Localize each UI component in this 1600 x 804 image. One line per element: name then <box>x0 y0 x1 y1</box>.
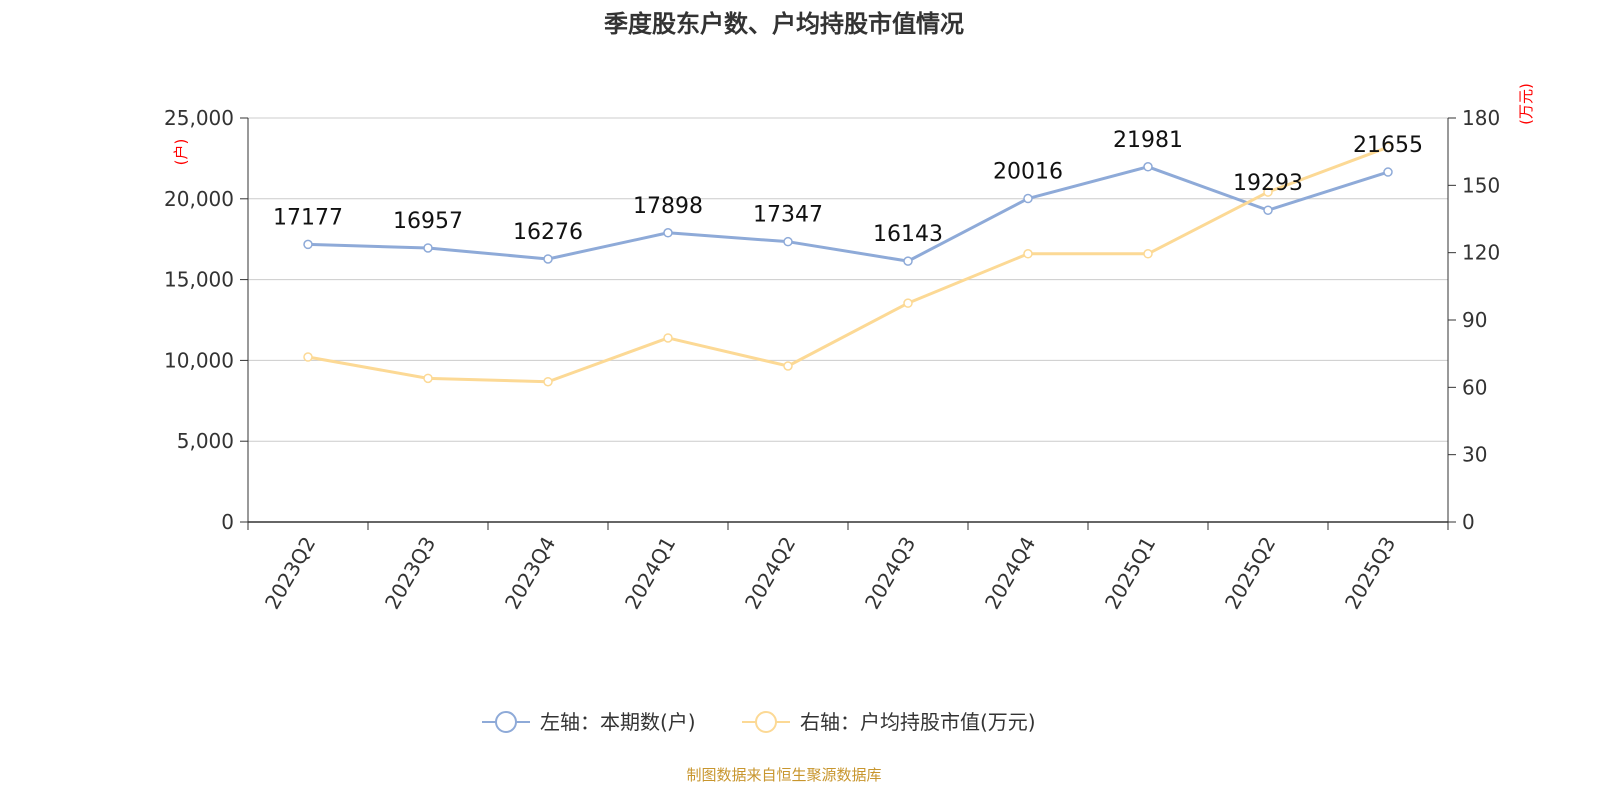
legend-item-right-series[interactable]: 右轴：户均持股市值(万元) <box>742 710 1036 734</box>
right-tick-label: 30 <box>1462 443 1487 467</box>
x-tick-label: 2023Q2 <box>260 533 320 614</box>
data-point <box>543 254 553 264</box>
series-layer <box>303 142 1393 387</box>
left-tick-label: 15,000 <box>164 268 234 292</box>
data-label: 16957 <box>393 209 463 234</box>
x-tick-label: 2024Q3 <box>860 533 920 614</box>
x-tick-label: 2025Q3 <box>1340 533 1400 614</box>
data-point <box>1383 167 1393 177</box>
data-point <box>423 373 433 384</box>
left-tick-label: 20,000 <box>164 187 234 211</box>
x-tick-label: 2024Q1 <box>620 533 680 614</box>
x-axis-ticks: 2023Q2 2023Q3 2023Q4 2024Q1 2024Q2 2024Q3 2024… <box>247 522 1449 614</box>
data-point <box>543 376 553 387</box>
legend-item-left-series[interactable]: 左轴：本期数(户) <box>482 710 696 734</box>
data-point <box>783 361 793 371</box>
left-axis-label: (户) <box>172 139 190 166</box>
data-label: 16143 <box>873 222 943 247</box>
data-label: 19293 <box>1233 171 1303 196</box>
right-axis-ticks: 0 30 60 90 120 150 180 <box>1448 106 1500 534</box>
data-point <box>663 228 673 238</box>
data-label: 17177 <box>273 205 343 230</box>
x-tick-label: 2023Q3 <box>380 533 440 614</box>
left-tick-label: 0 <box>221 510 234 534</box>
data-point <box>1023 249 1033 259</box>
data-point <box>783 236 793 247</box>
chart-title: 季度股东户数、户均持股市值情况 <box>604 10 964 38</box>
left-tick-label: 25,000 <box>164 106 234 130</box>
data-point <box>303 239 313 250</box>
data-label: 20016 <box>993 160 1063 185</box>
data-label: 17347 <box>753 203 823 228</box>
data-label: 21655 <box>1353 133 1423 158</box>
right-tick-label: 150 <box>1462 173 1500 197</box>
legend-label-right-series: 右轴：户均持股市值(万元) <box>800 710 1036 734</box>
legend-label-left-series: 左轴：本期数(户) <box>540 710 696 734</box>
left-tick-label: 10,000 <box>164 348 234 372</box>
data-label: 17898 <box>633 194 703 219</box>
legend-marker-icon <box>495 711 517 733</box>
left-tick-label: 5,000 <box>177 429 234 453</box>
data-labels: 17177 16957 16276 17898 17347 16143 20016 21981… <box>273 128 1423 247</box>
data-label: 21981 <box>1113 128 1183 153</box>
data-point <box>903 256 913 266</box>
data-point <box>1023 193 1033 204</box>
left-axis-ticks: 0 5,000 10,000 15,000 20,000 25,000 <box>164 106 248 534</box>
legend: 左轴：本期数(户) 右轴：户均持股市值(万元) <box>482 710 1036 734</box>
data-point <box>1383 142 1393 152</box>
right-tick-label: 90 <box>1462 308 1487 332</box>
data-point <box>903 298 913 308</box>
data-point <box>1143 249 1153 259</box>
x-tick-label: 2023Q4 <box>500 533 560 614</box>
data-point <box>423 243 433 253</box>
data-point <box>663 333 673 343</box>
x-tick-label: 2024Q4 <box>980 533 1040 614</box>
data-label: 16276 <box>513 220 583 245</box>
grid-lines <box>248 117 1448 442</box>
x-tick-label: 2025Q2 <box>1220 533 1280 614</box>
x-tick-label: 2024Q2 <box>740 533 800 614</box>
legend-marker-icon <box>755 711 777 733</box>
right-tick-label: 0 <box>1462 510 1475 534</box>
right-tick-label: 60 <box>1462 375 1487 399</box>
series-line-left <box>307 165 1389 263</box>
right-tick-label: 120 <box>1462 241 1500 265</box>
data-point <box>1143 162 1153 172</box>
data-point <box>1263 187 1273 197</box>
x-tick-label: 2025Q1 <box>1100 533 1160 614</box>
right-axis-label: (万元) <box>1517 83 1535 125</box>
data-point <box>303 352 313 362</box>
data-point <box>1263 205 1273 215</box>
data-source-footer: 制图数据来自恒生聚源数据库 <box>686 766 881 784</box>
right-tick-label: 180 <box>1462 106 1500 130</box>
series-line-right <box>307 145 1389 384</box>
